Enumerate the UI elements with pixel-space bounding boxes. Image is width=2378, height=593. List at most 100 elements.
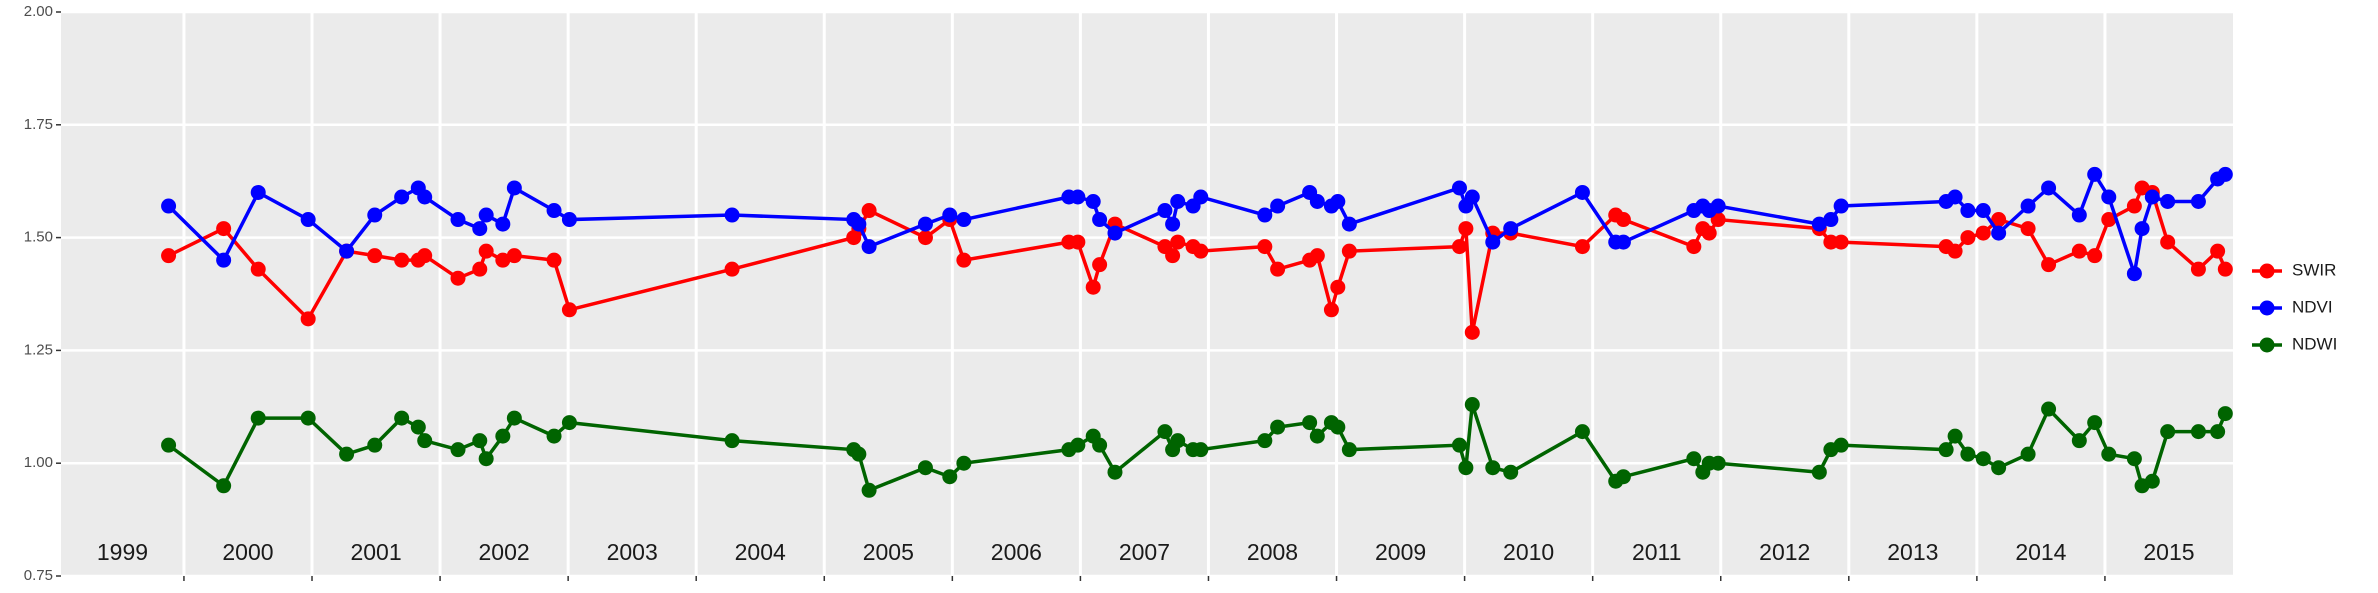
- year-label: 2009: [1375, 539, 1426, 565]
- point: [1938, 442, 1954, 458]
- point: [2071, 433, 2087, 449]
- point: [2020, 198, 2036, 214]
- point: [1485, 460, 1501, 476]
- year-label: 2013: [1887, 539, 1938, 565]
- point: [2134, 221, 2150, 237]
- point: [956, 455, 972, 471]
- year-label: 2008: [1247, 539, 1298, 565]
- point: [1170, 194, 1186, 210]
- point: [1451, 239, 1467, 255]
- point: [1092, 257, 1108, 273]
- point: [1309, 248, 1325, 264]
- point: [1070, 437, 1086, 453]
- point: [1107, 225, 1123, 241]
- point: [216, 252, 232, 268]
- point: [161, 248, 177, 264]
- point: [1485, 234, 1501, 250]
- point: [1270, 419, 1286, 435]
- point: [1193, 189, 1209, 205]
- point: [1811, 464, 1827, 480]
- point: [1975, 203, 1991, 219]
- point: [561, 415, 577, 431]
- point: [2020, 446, 2036, 462]
- point: [1193, 442, 1209, 458]
- point: [1503, 464, 1519, 480]
- point: [472, 261, 488, 277]
- point: [2071, 243, 2087, 259]
- point: [1574, 424, 1590, 440]
- point: [2210, 424, 2226, 440]
- point: [1710, 455, 1726, 471]
- point: [1464, 189, 1480, 205]
- point: [861, 203, 877, 219]
- point: [1947, 243, 1963, 259]
- point: [1991, 460, 2007, 476]
- point: [1330, 194, 1346, 210]
- point: [1503, 221, 1519, 237]
- legend-point: [2259, 263, 2275, 279]
- point: [1615, 234, 1631, 250]
- y-tick-label: 1.50: [24, 229, 53, 246]
- point: [546, 428, 562, 444]
- point: [1085, 194, 1101, 210]
- point: [300, 212, 316, 228]
- point: [2126, 266, 2142, 282]
- point: [1330, 419, 1346, 435]
- point: [546, 203, 562, 219]
- point: [1085, 279, 1101, 295]
- point: [2020, 221, 2036, 237]
- point: [1991, 212, 2007, 228]
- point: [942, 469, 958, 485]
- point: [478, 243, 494, 259]
- point: [917, 230, 933, 246]
- point: [394, 189, 410, 205]
- point: [1458, 460, 1474, 476]
- point: [1458, 221, 1474, 237]
- point: [1960, 203, 1976, 219]
- point: [2160, 424, 2176, 440]
- point: [1165, 248, 1181, 264]
- year-label: 2001: [350, 539, 401, 565]
- point: [495, 252, 511, 268]
- point: [417, 248, 433, 264]
- point: [250, 184, 266, 200]
- legend-point: [2259, 337, 2275, 353]
- year-label: 2015: [2143, 539, 2194, 565]
- point: [1309, 194, 1325, 210]
- year-label: 2002: [479, 539, 530, 565]
- point: [2101, 446, 2117, 462]
- point: [861, 239, 877, 255]
- point: [2190, 424, 2206, 440]
- year-label: 2000: [222, 539, 273, 565]
- point: [495, 428, 511, 444]
- point: [1341, 216, 1357, 232]
- point: [339, 446, 355, 462]
- point: [250, 410, 266, 426]
- point: [506, 410, 522, 426]
- point: [561, 302, 577, 318]
- year-label: 2006: [991, 539, 1042, 565]
- point: [1975, 451, 1991, 467]
- point: [367, 437, 383, 453]
- point: [1165, 216, 1181, 232]
- point: [417, 189, 433, 205]
- point: [450, 212, 466, 228]
- point: [1302, 415, 1318, 431]
- point: [942, 207, 958, 223]
- point: [1686, 239, 1702, 255]
- point: [1270, 261, 1286, 277]
- point: [2160, 234, 2176, 250]
- point: [561, 212, 577, 228]
- panel: [61, 12, 2233, 576]
- point: [2217, 166, 2233, 182]
- point: [300, 410, 316, 426]
- point: [506, 180, 522, 196]
- point: [1157, 203, 1173, 219]
- point: [339, 243, 355, 259]
- point: [1323, 302, 1339, 318]
- year-label: 1999: [97, 539, 148, 565]
- point: [472, 433, 488, 449]
- point: [216, 478, 232, 494]
- point: [2126, 198, 2142, 214]
